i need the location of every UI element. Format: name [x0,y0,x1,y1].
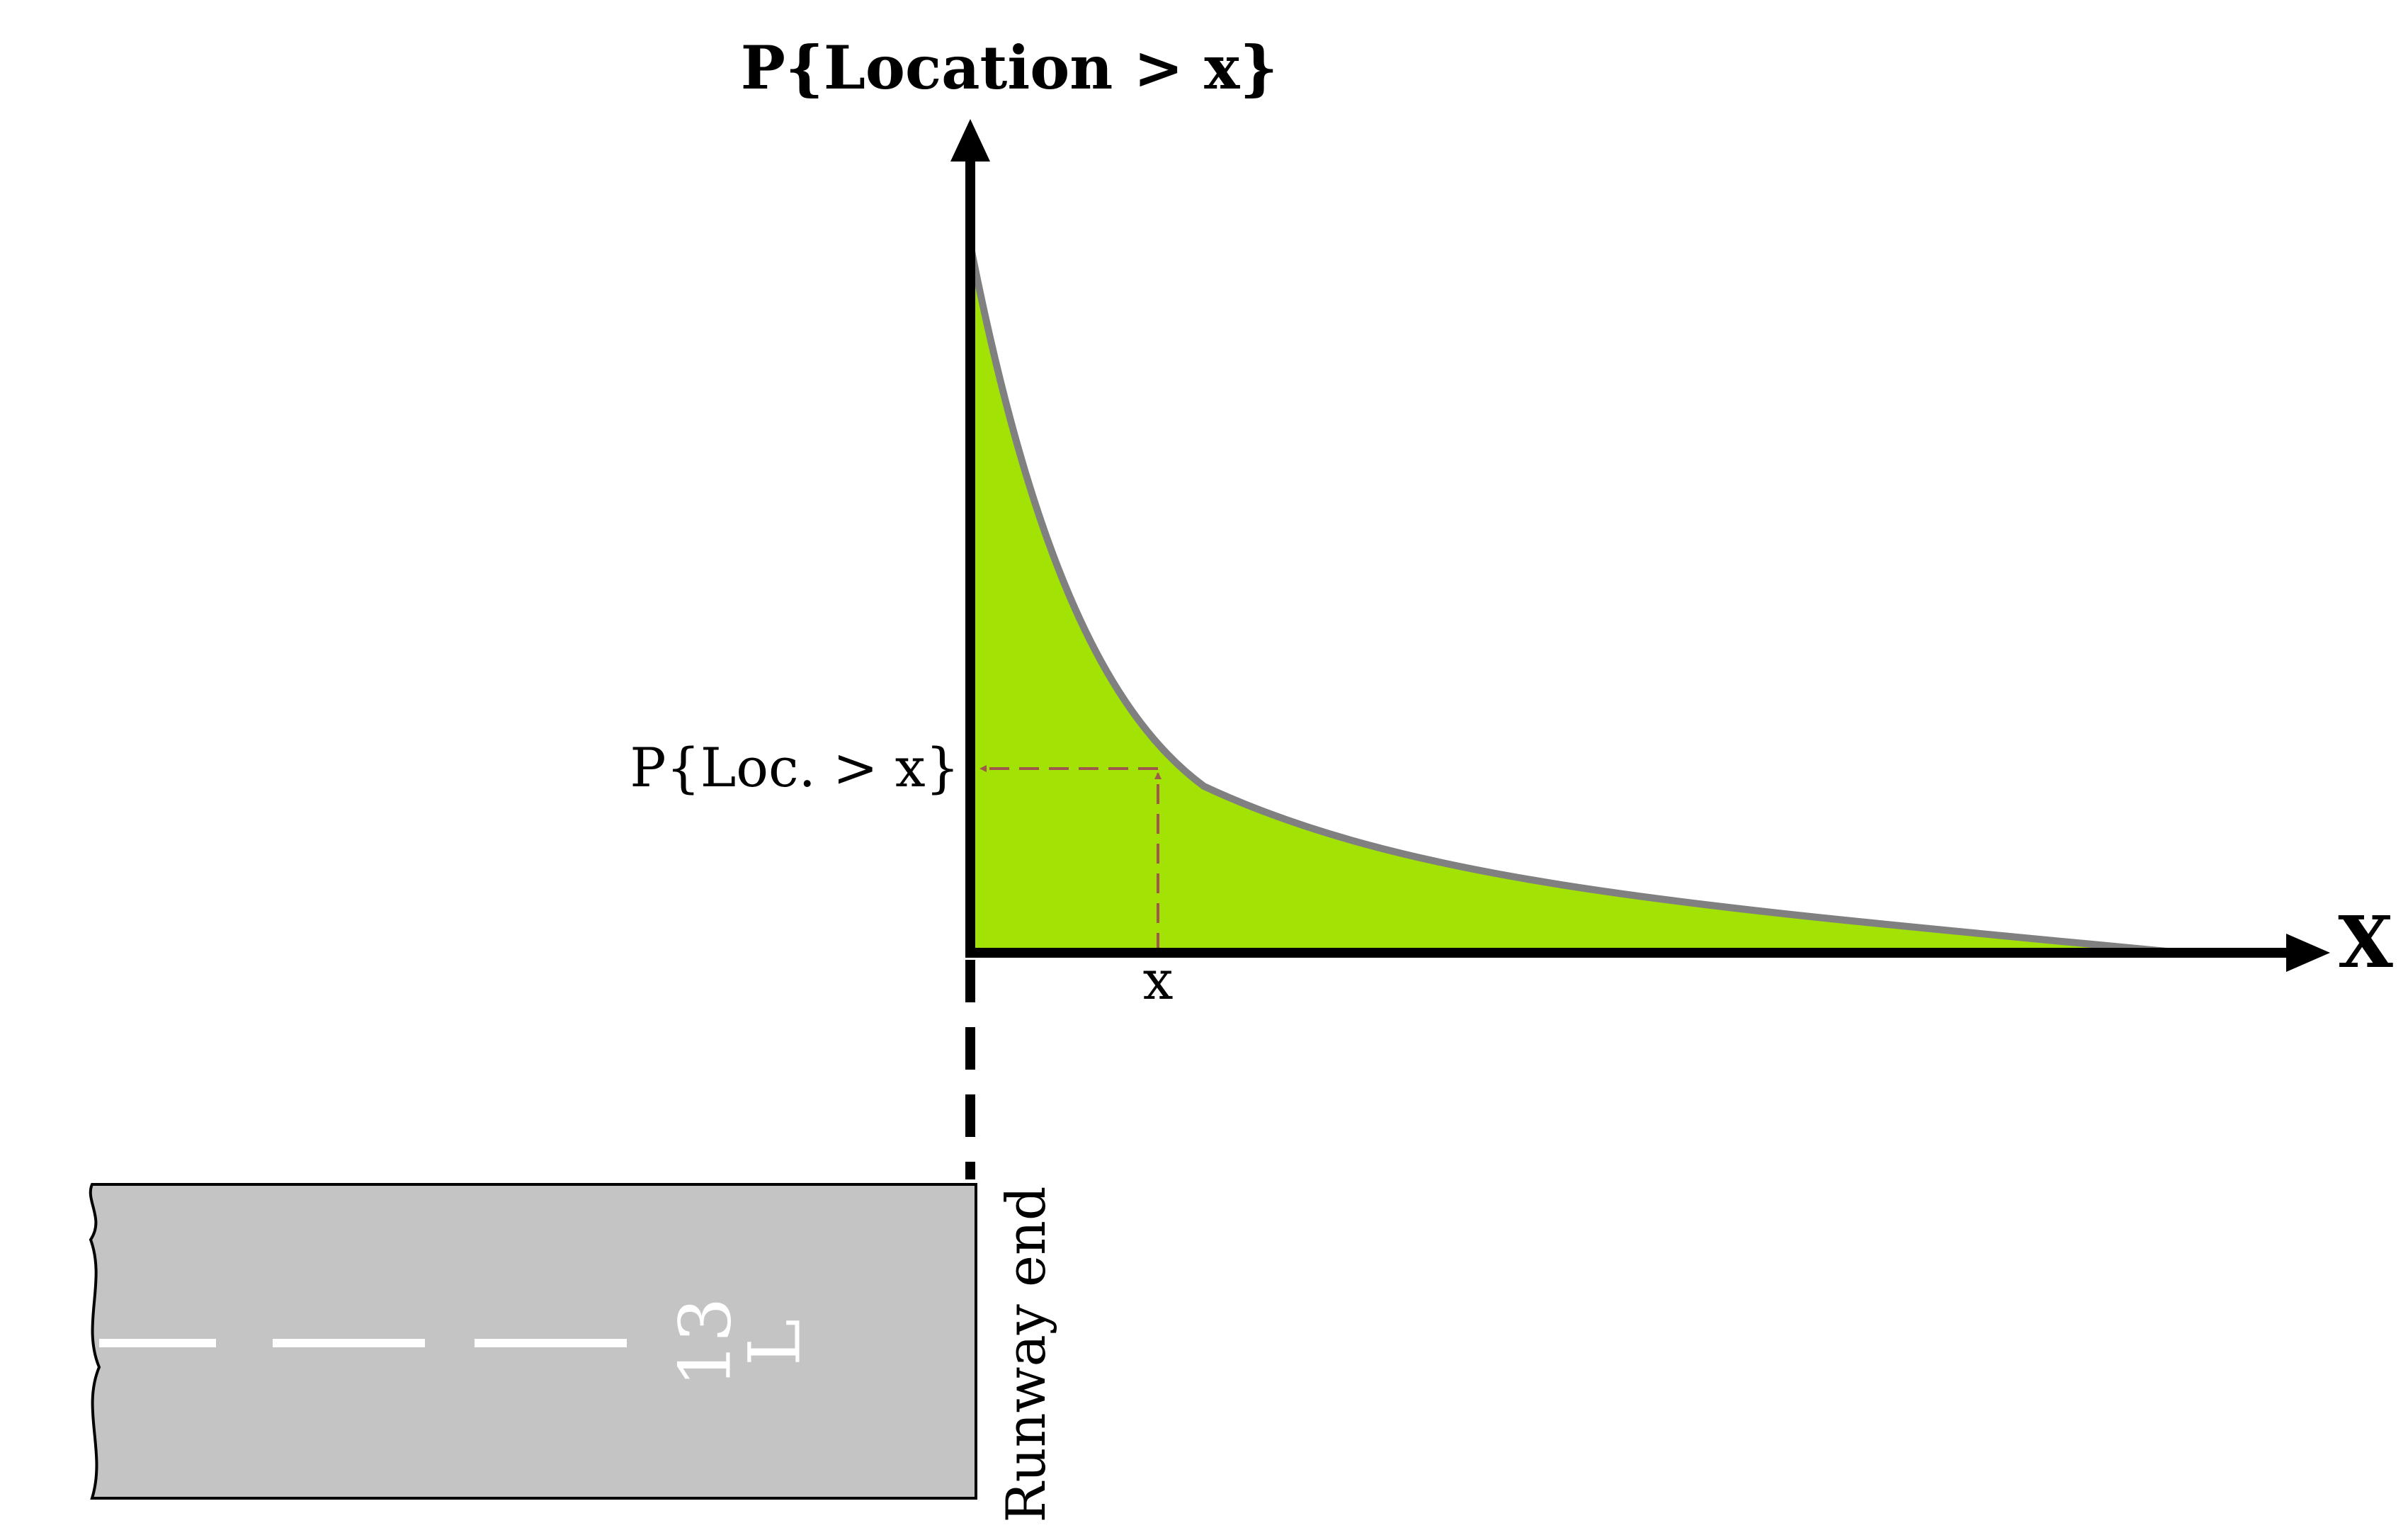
centerline-dash [99,1339,216,1347]
centerline-dash [273,1339,425,1347]
runway: 13 L [89,1183,977,1500]
runway-end-label: Runway end [994,1186,1057,1522]
probability-area [970,244,2181,953]
y-axis-arrowhead [950,119,990,162]
exceedance-curve [967,244,2182,956]
runway-number: 13 [664,1297,747,1387]
centerline-dash [475,1339,627,1347]
runway-letter: L [734,1319,817,1366]
marker-x-label: x [1143,949,1174,1012]
x-axis-arrowhead [2286,934,2330,972]
y-axis-label: P{Location > x} [741,33,1278,103]
x-axis-label: X [2338,900,2393,984]
marker-y-label: P{Loc. > x} [630,736,960,799]
